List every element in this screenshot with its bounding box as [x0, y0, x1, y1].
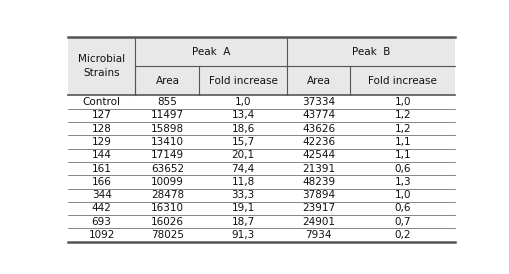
Text: 43774: 43774 — [301, 110, 334, 120]
Text: 693: 693 — [92, 217, 111, 227]
Text: 144: 144 — [92, 150, 111, 160]
Text: 1,1: 1,1 — [393, 137, 410, 147]
Text: Area: Area — [306, 76, 330, 86]
Text: 17149: 17149 — [151, 150, 184, 160]
Text: 16026: 16026 — [151, 217, 184, 227]
Text: 0,2: 0,2 — [394, 230, 410, 240]
Text: 13,4: 13,4 — [231, 110, 254, 120]
Text: 18,7: 18,7 — [231, 217, 254, 227]
Text: 161: 161 — [92, 164, 111, 174]
Text: Control: Control — [82, 97, 120, 107]
Text: 63652: 63652 — [151, 164, 184, 174]
Text: 18,6: 18,6 — [231, 124, 254, 134]
Text: 1,1: 1,1 — [393, 150, 410, 160]
Text: 42236: 42236 — [301, 137, 334, 147]
Text: Microbial
Strains: Microbial Strains — [78, 54, 125, 78]
Text: 0,6: 0,6 — [394, 204, 410, 213]
Text: 91,3: 91,3 — [231, 230, 254, 240]
Text: 1,2: 1,2 — [393, 124, 410, 134]
Text: 1,0: 1,0 — [394, 190, 410, 200]
Text: 23917: 23917 — [301, 204, 334, 213]
Text: 1,2: 1,2 — [393, 110, 410, 120]
Text: 33,3: 33,3 — [231, 190, 254, 200]
Text: 48239: 48239 — [301, 177, 334, 187]
Text: 10099: 10099 — [151, 177, 184, 187]
Text: 74,4: 74,4 — [231, 164, 254, 174]
Text: Fold increase: Fold increase — [208, 76, 277, 86]
Text: 11497: 11497 — [151, 110, 184, 120]
Text: 20,1: 20,1 — [231, 150, 254, 160]
Text: Peak  A: Peak A — [191, 47, 230, 57]
Text: Peak  B: Peak B — [351, 47, 389, 57]
Text: 855: 855 — [157, 97, 177, 107]
Text: 24901: 24901 — [301, 217, 334, 227]
Text: Fold increase: Fold increase — [367, 76, 436, 86]
Text: 1092: 1092 — [88, 230, 115, 240]
Text: 15,7: 15,7 — [231, 137, 254, 147]
Text: 11,8: 11,8 — [231, 177, 254, 187]
Text: 0,6: 0,6 — [394, 164, 410, 174]
Bar — [68, 37, 454, 95]
Text: 128: 128 — [92, 124, 111, 134]
Text: 344: 344 — [92, 190, 111, 200]
Text: 166: 166 — [92, 177, 111, 187]
Text: 13410: 13410 — [151, 137, 184, 147]
Text: 127: 127 — [92, 110, 111, 120]
Text: 129: 129 — [92, 137, 111, 147]
Text: 43626: 43626 — [301, 124, 334, 134]
Text: 19,1: 19,1 — [231, 204, 254, 213]
Text: 1,0: 1,0 — [394, 97, 410, 107]
Text: 21391: 21391 — [301, 164, 334, 174]
Text: 42544: 42544 — [301, 150, 334, 160]
Text: 0,7: 0,7 — [394, 217, 410, 227]
Text: 37334: 37334 — [301, 97, 334, 107]
Text: 78025: 78025 — [151, 230, 184, 240]
Text: 1,3: 1,3 — [393, 177, 410, 187]
Text: 7934: 7934 — [305, 230, 331, 240]
Text: 1,0: 1,0 — [234, 97, 251, 107]
Text: Area: Area — [155, 76, 179, 86]
Text: 37894: 37894 — [301, 190, 334, 200]
Text: 16310: 16310 — [151, 204, 184, 213]
Text: 442: 442 — [92, 204, 111, 213]
Text: 15898: 15898 — [151, 124, 184, 134]
Text: 28478: 28478 — [151, 190, 184, 200]
